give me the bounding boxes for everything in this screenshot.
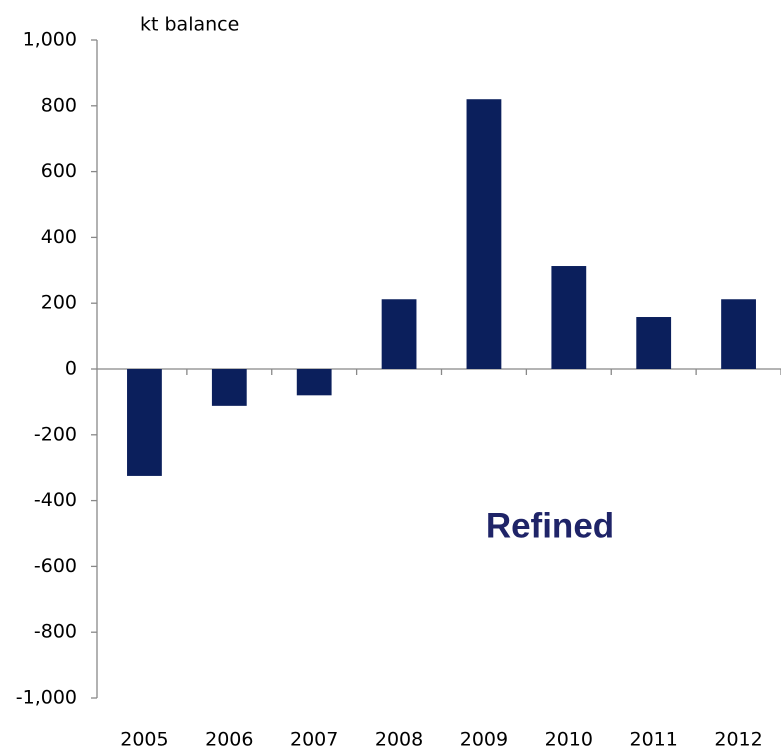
y-tick-label: -200 <box>34 423 77 445</box>
y-tick-label: 800 <box>41 94 77 116</box>
y-tick-label: 200 <box>41 292 77 314</box>
bar <box>211 369 247 406</box>
y-tick-label: 1,000 <box>23 29 77 51</box>
x-tick-label: 2005 <box>120 729 168 748</box>
x-tick-label: 2008 <box>375 729 423 748</box>
x-tick-label: 2007 <box>290 729 338 748</box>
bar <box>127 369 162 476</box>
x-tick-label: 2011 <box>630 729 678 748</box>
bar <box>466 99 502 369</box>
y-tick-label: 400 <box>41 226 77 248</box>
x-tick-label: 2006 <box>205 729 253 748</box>
bar <box>636 317 672 369</box>
bar <box>721 299 756 369</box>
annotation: Refined <box>486 506 614 545</box>
y-tick-label: 600 <box>41 160 77 182</box>
y-tick-label: 0 <box>65 358 77 380</box>
axis-title: kt balance <box>140 14 239 36</box>
x-tick-label: 2010 <box>545 729 593 748</box>
y-tick-label: -600 <box>34 555 77 577</box>
x-tick-label: 2009 <box>460 729 508 748</box>
y-tick-label: -1,000 <box>16 687 77 709</box>
x-tick-label: 2012 <box>714 729 762 748</box>
y-tick-label: -400 <box>34 489 77 511</box>
bar <box>296 369 332 396</box>
bar <box>551 266 587 369</box>
y-tick-label: -800 <box>34 621 77 643</box>
bar <box>381 299 417 369</box>
